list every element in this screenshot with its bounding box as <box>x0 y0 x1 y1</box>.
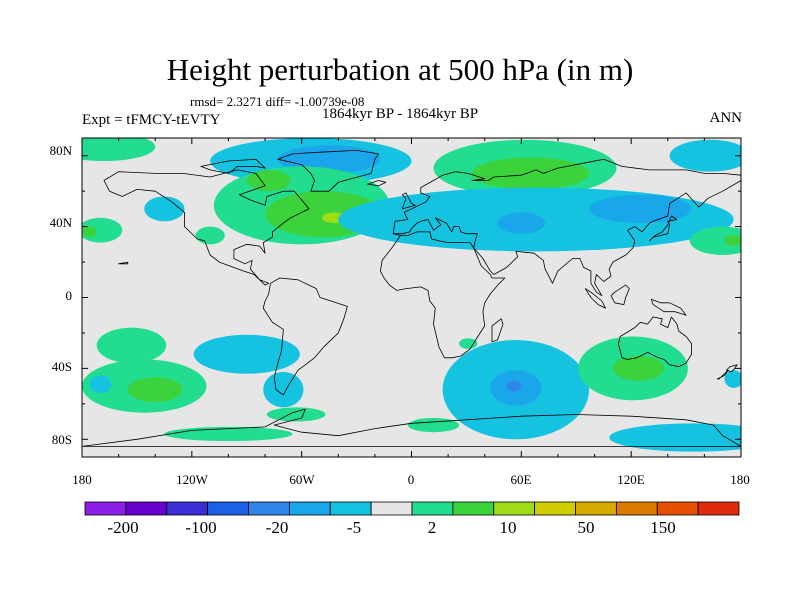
anomaly-region <box>127 377 183 403</box>
colorbar-swatch <box>84 501 127 516</box>
anomaly-region <box>407 418 460 433</box>
lon-label-180w: 180 <box>72 472 92 487</box>
anomaly-region <box>669 139 741 172</box>
colorbar-swatch <box>248 501 290 516</box>
coastline <box>367 180 387 187</box>
anomaly-region <box>724 370 741 388</box>
coastline <box>726 364 738 373</box>
colorbar-label: 2 <box>427 518 437 537</box>
coastline <box>200 158 266 174</box>
colorbar-label: -20 <box>265 518 289 537</box>
coastline <box>392 158 741 297</box>
period-line: 1864kyr BP - 1864kyr BP <box>322 106 479 122</box>
colorbar-label: -100 <box>185 518 217 537</box>
colorbar-swatch <box>329 501 372 516</box>
colorbar-swatch <box>288 501 331 516</box>
coastline <box>277 149 380 192</box>
colorbar-swatch <box>697 501 740 516</box>
lon-label-180e: 180 <box>730 472 750 487</box>
anomaly-region <box>497 212 546 234</box>
plot-title: Height perturbation at 500 hPa (in m) <box>166 52 634 87</box>
coastline <box>262 277 348 396</box>
coastline <box>82 408 741 447</box>
colorbar-swatch <box>493 501 536 516</box>
coastline-layer <box>82 149 741 447</box>
coastline <box>401 192 416 210</box>
anomaly-region <box>89 375 112 394</box>
colorbar-swatch <box>166 501 209 516</box>
coastline <box>649 215 678 242</box>
anomaly-region <box>459 338 478 349</box>
coastline <box>491 318 504 343</box>
colorbar-label: 10 <box>499 518 517 537</box>
stats-line: rmsd= 2.3271 diff= -1.00739e-08 <box>190 94 365 109</box>
anomaly-region <box>689 226 741 255</box>
colorbar-swatch <box>370 501 413 516</box>
colorbar-label: 150 <box>650 518 676 537</box>
lat-label-0: 0 <box>65 288 73 303</box>
coastline <box>716 369 729 380</box>
map-frame <box>81 137 742 458</box>
colorbar-label: -5 <box>346 518 362 537</box>
colorbar-swatch <box>411 501 454 516</box>
colorbar-swatch <box>615 501 658 516</box>
anomaly-region <box>193 334 300 374</box>
anomaly-region <box>471 157 590 190</box>
anomaly-region <box>82 138 156 162</box>
coastline <box>650 298 687 316</box>
lat-label-40s: 40S <box>51 359 72 374</box>
anomaly-region <box>609 423 741 452</box>
colorbar-swatch <box>534 501 576 516</box>
anomaly-region <box>612 355 665 381</box>
lat-label-40n: 40N <box>49 215 72 230</box>
lon-label-0: 0 <box>407 472 415 487</box>
season-label: ANN <box>709 110 743 126</box>
anomaly-region <box>724 235 741 247</box>
map-background <box>82 138 741 457</box>
colorbar-swatch <box>125 501 168 516</box>
colorbar-swatch <box>207 501 249 516</box>
lat-label-80s: 80S <box>51 432 72 447</box>
coastline <box>618 316 692 368</box>
anomaly-region <box>263 371 304 408</box>
lon-label-120e: 120E <box>617 472 645 487</box>
anomaly-region <box>164 426 293 442</box>
colorbar-swatch <box>656 501 699 516</box>
anomaly-region <box>195 226 225 245</box>
experiment-label: Expt = tFMCY-tEVTY <box>82 112 221 128</box>
lon-label-60e: 60E <box>510 472 532 487</box>
colorbar-label: -200 <box>107 518 139 537</box>
anomaly-region <box>96 327 167 364</box>
coastline <box>379 231 506 359</box>
anomaly-region <box>506 380 522 392</box>
anomaly-region <box>589 194 692 224</box>
colorbar-label: 50 <box>577 518 595 537</box>
coastline <box>585 288 606 309</box>
anomaly-region <box>144 196 185 222</box>
coastline <box>118 261 129 265</box>
colorbar-swatch <box>452 501 495 516</box>
coastline <box>610 284 630 306</box>
lon-label-60w: 60W <box>289 472 315 487</box>
colorbar-swatch <box>575 501 617 516</box>
colorbar <box>84 501 740 516</box>
coastline <box>103 169 310 286</box>
anomaly-region <box>82 226 97 238</box>
anomaly-layer <box>82 138 741 452</box>
lon-label-120w: 120W <box>176 472 208 487</box>
lat-label-80n: 80N <box>49 143 72 158</box>
